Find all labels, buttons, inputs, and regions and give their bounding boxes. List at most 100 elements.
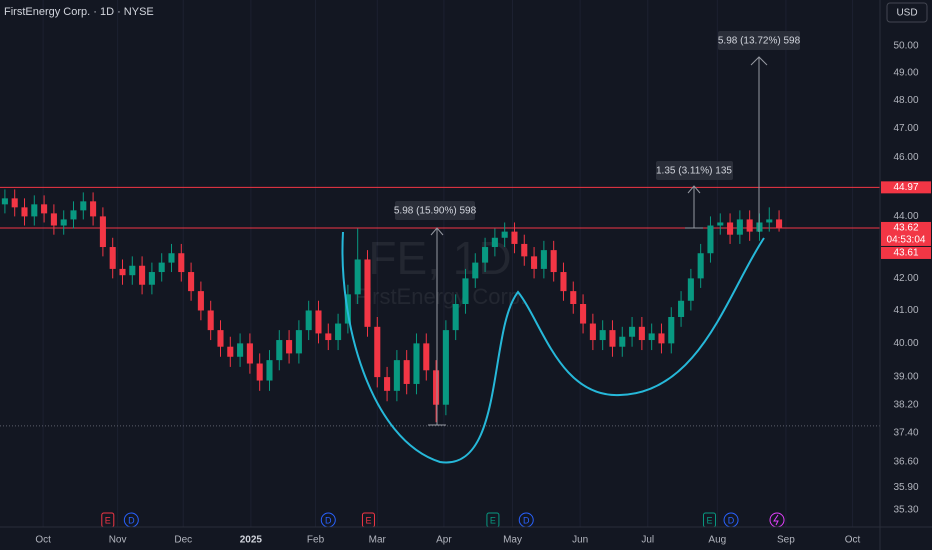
candle-body (580, 303, 587, 324)
candle-body (276, 340, 283, 361)
candle-body (354, 259, 361, 295)
x-tick-label: Oct (845, 535, 861, 546)
event-label: E (105, 515, 111, 525)
candle-body (237, 343, 244, 357)
price-badge (881, 181, 931, 194)
candle-body (384, 377, 391, 391)
candle-body (658, 333, 665, 344)
x-tick-label: Dec (174, 535, 192, 546)
y-tick-label: 42.00 (893, 273, 918, 284)
price-lines (0, 186, 880, 427)
split-bolt (773, 514, 779, 526)
watermark-name: FirstEnergy Corp. (354, 284, 526, 309)
candle-body (501, 231, 508, 238)
candle-body (746, 219, 753, 232)
candle-body (178, 253, 185, 273)
candle-body (60, 219, 67, 226)
candle-body (609, 330, 616, 347)
candle-body (315, 310, 322, 334)
measure-box (656, 161, 733, 180)
measure-2 (685, 185, 703, 229)
candle-body (452, 303, 459, 331)
candle-body (325, 333, 332, 341)
y-tick-label: 49.00 (893, 68, 918, 79)
measure-box (718, 31, 800, 50)
candle-body (168, 253, 175, 263)
candle-body (305, 310, 312, 331)
candle-body (648, 333, 655, 341)
candles (1, 189, 783, 423)
candle-body (766, 219, 773, 223)
event-label: E (490, 515, 496, 525)
countdown-label: 04:53:04 (887, 235, 926, 246)
candle-body (158, 262, 165, 273)
event-label: D (325, 515, 332, 525)
candle-body (678, 300, 685, 317)
candle-body (403, 360, 410, 384)
currency-label[interactable]: USD (896, 8, 917, 19)
x-tick-label: Aug (708, 535, 726, 546)
y-tick-label: 35.90 (893, 482, 918, 493)
candle-body (629, 326, 636, 337)
y-tick-label: 35.30 (893, 505, 918, 516)
candle-body (335, 323, 342, 341)
candle-body (482, 247, 489, 263)
candle-body (599, 330, 606, 341)
candle-body (197, 291, 204, 311)
candle-body (11, 198, 18, 208)
x-tick-label: Oct (35, 535, 51, 546)
candle-body (50, 213, 57, 226)
candle-body (727, 222, 734, 235)
candle-body (433, 370, 440, 405)
y-tick-label: 40.00 (893, 338, 918, 349)
measure-3 (750, 56, 768, 232)
measure-label: 5.98 (15.90%) 598 (394, 206, 477, 217)
y-tick-label: 41.00 (893, 305, 918, 316)
candle-body (619, 336, 626, 347)
y-tick-label: 37.40 (893, 428, 918, 439)
x-tick-label: Sep (777, 535, 795, 546)
candle-body (589, 323, 596, 341)
candle-body (687, 278, 694, 301)
y-tick-label: 36.60 (893, 456, 918, 467)
candle-body (668, 316, 675, 344)
candle-body (188, 272, 195, 292)
price-badge-label: 43.62 (893, 223, 918, 234)
candle-body (119, 268, 126, 276)
x-tick-label: Jul (641, 535, 654, 546)
measure-1 (428, 227, 446, 426)
axes: 50.00 49.00 48.00 47.00 46.00 44.00 42.00 41.00… (35, 41, 931, 546)
candle-body (638, 326, 645, 341)
candle-body (393, 360, 400, 391)
currency-button[interactable] (886, 2, 928, 23)
candle-body (462, 278, 469, 304)
candle-body (286, 340, 293, 354)
candle-body (374, 326, 381, 378)
y-tick-label: 44.00 (893, 211, 918, 222)
candle-body (217, 330, 224, 347)
price-badge-label: 43.61 (893, 248, 918, 259)
candle-body (41, 204, 48, 214)
candle-body (707, 225, 714, 254)
measure-label: 5.98 (13.72%) 598 (718, 36, 801, 47)
candle-body (295, 330, 302, 354)
watermark-symbol: FE, 1D (368, 232, 511, 284)
candle-body (364, 259, 371, 327)
candle-body (207, 310, 214, 331)
arrow-head (430, 227, 444, 236)
y-tick-label: 50.00 (893, 41, 918, 52)
candle-body (129, 265, 136, 276)
x-tick-label: 2025 (240, 535, 263, 546)
candle-body (736, 219, 743, 235)
price-badge (881, 246, 931, 259)
x-tick-label: Apr (436, 535, 452, 546)
candle-body (540, 250, 547, 269)
candle-body (266, 360, 273, 381)
watermark: FE, 1D FirstEnergy Corp. (354, 232, 526, 309)
candle-body (442, 330, 449, 405)
cup-pattern (341, 231, 765, 464)
candle-body (560, 272, 567, 292)
candle-body (697, 253, 704, 279)
